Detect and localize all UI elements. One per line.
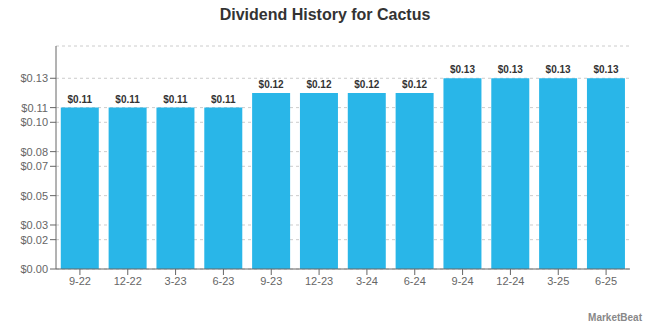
- svg-text:3-24: 3-24: [356, 275, 378, 287]
- svg-text:9-22: 9-22: [69, 275, 91, 287]
- html-text:Dividend History for Cactus: Dividend History for Cactus: [219, 6, 431, 23]
- svg-text:$0.10: $0.10: [20, 116, 48, 128]
- svg-text:9-23: 9-23: [260, 275, 282, 287]
- svg-text:9-24: 9-24: [452, 275, 474, 287]
- svg-text:$0.11: $0.11: [68, 94, 93, 105]
- svg-text:$0.12: $0.12: [259, 79, 284, 90]
- svg-text:$0.08: $0.08: [20, 146, 48, 158]
- svg-text:$0.02: $0.02: [20, 234, 48, 246]
- svg-text:6-25: 6-25: [595, 275, 617, 287]
- svg-text:$0.11: $0.11: [163, 94, 188, 105]
- svg-text:$0.03: $0.03: [20, 219, 48, 231]
- svg-text:3-23: 3-23: [165, 275, 187, 287]
- svg-text:12-22: 12-22: [114, 275, 142, 287]
- svg-text:12-23: 12-23: [305, 275, 333, 287]
- html-text:MarketBeat: MarketBeat: [588, 312, 642, 323]
- svg-text:$0.13: $0.13: [546, 64, 571, 75]
- svg-text:3-25: 3-25: [547, 275, 569, 287]
- svg-text:$0.11: $0.11: [21, 102, 48, 114]
- svg-text:$0.12: $0.12: [306, 79, 331, 90]
- svg-text:$0.00: $0.00: [20, 263, 48, 275]
- svg-text:$0.13: $0.13: [20, 72, 48, 84]
- svg-text:$0.07: $0.07: [20, 160, 48, 172]
- svg-text:$0.11: $0.11: [211, 94, 236, 105]
- svg-text:6-23: 6-23: [212, 275, 234, 287]
- svg-text:$0.12: $0.12: [402, 79, 427, 90]
- svg-text:$0.13: $0.13: [450, 64, 475, 75]
- svg-text:6-24: 6-24: [404, 275, 426, 287]
- svg-text:$0.13: $0.13: [498, 64, 523, 75]
- svg-text:12-24: 12-24: [496, 275, 524, 287]
- svg-text:$0.13: $0.13: [593, 64, 618, 75]
- svg-text:$0.12: $0.12: [354, 79, 379, 90]
- svg-text:$0.05: $0.05: [20, 190, 48, 202]
- svg-text:$0.11: $0.11: [115, 94, 140, 105]
